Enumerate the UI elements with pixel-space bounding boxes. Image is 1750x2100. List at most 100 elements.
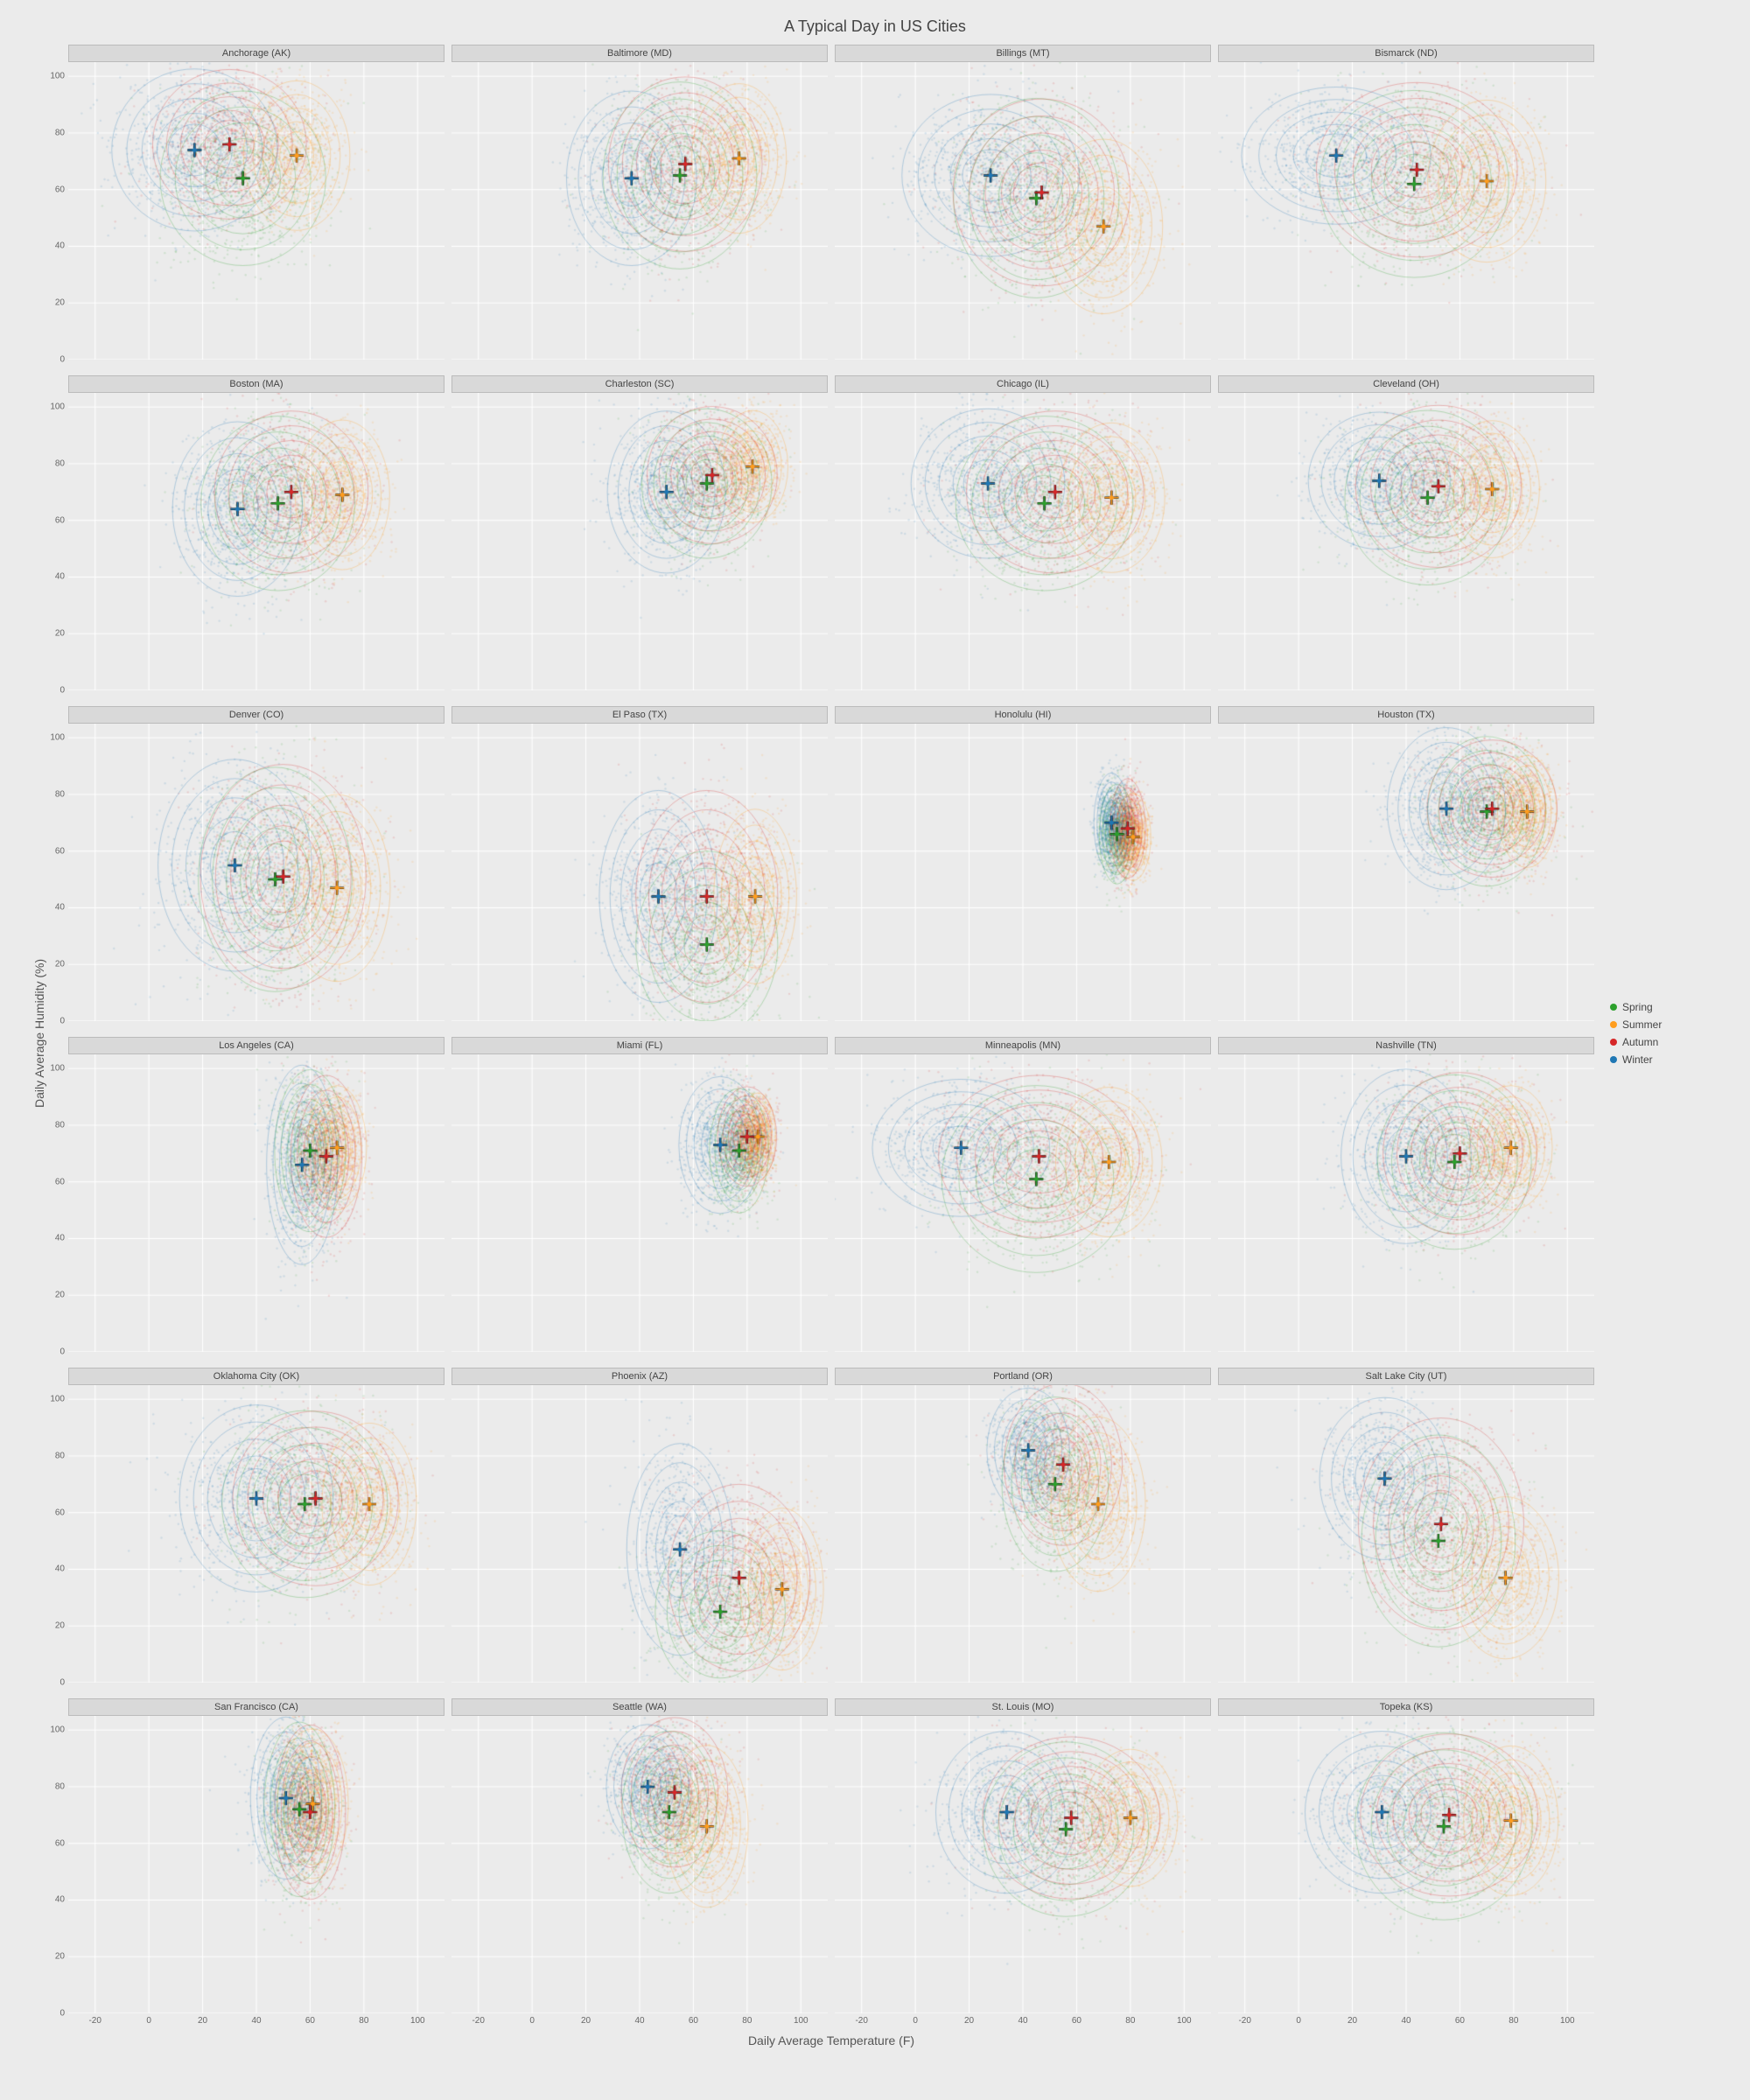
facet-panel: Anchorage (AK)020406080100 <box>68 45 444 368</box>
x-tick-label: -20 <box>1238 2016 1250 2026</box>
plot-area <box>452 1385 828 1683</box>
scatter-canvas <box>452 393 828 690</box>
scatter-canvas <box>1218 724 1594 1021</box>
scatter-canvas <box>68 1054 444 1352</box>
x-tick-label: 60 <box>689 2016 698 2026</box>
facet-panel: Houston (TX) <box>1218 706 1594 1030</box>
facet-panel: Boston (MA)020406080100 <box>68 375 444 699</box>
plot-area: 020406080100 <box>68 724 444 1021</box>
panel-title: Minneapolis (MN) <box>835 1037 1211 1054</box>
x-tick-label: 0 <box>146 2016 151 2026</box>
y-ticks: 020406080100 <box>40 724 66 1021</box>
y-tick-label: 80 <box>55 1782 65 1791</box>
plot-area <box>1218 62 1594 360</box>
x-tick-label: 100 <box>1177 2016 1192 2026</box>
y-tick-label: 60 <box>55 515 65 525</box>
legend-label: Summer <box>1622 1018 1662 1031</box>
x-tick-label: 60 <box>305 2016 315 2026</box>
scatter-canvas <box>1218 1385 1594 1683</box>
scatter-canvas <box>452 1716 828 2013</box>
y-tick-label: 80 <box>55 1120 65 1130</box>
panel-title: San Francisco (CA) <box>68 1698 444 1716</box>
chart-title: A Typical Day in US Cities <box>18 18 1732 36</box>
x-tick-label: -20 <box>472 2016 484 2026</box>
y-tick-label: 0 <box>60 2009 65 2019</box>
scatter-canvas <box>1218 393 1594 690</box>
y-tick-label: 60 <box>55 1838 65 1848</box>
facet-panel: Miami (FL) <box>452 1037 828 1361</box>
x-tick-label: 40 <box>1018 2016 1027 2026</box>
facet-panel: Charleston (SC) <box>452 375 828 699</box>
x-tick-label: 60 <box>1072 2016 1082 2026</box>
x-ticks: -20020406080100 <box>452 2016 828 2029</box>
panel-title: Houston (TX) <box>1218 706 1594 724</box>
x-tick-label: 40 <box>634 2016 644 2026</box>
legend-item: Summer <box>1610 1018 1741 1031</box>
scatter-canvas <box>68 1385 444 1683</box>
y-tick-label: 80 <box>55 1451 65 1460</box>
facet-panel: San Francisco (CA)020406080100-200204060… <box>68 1698 444 2022</box>
x-tick-label: 0 <box>913 2016 918 2026</box>
x-axis-label: Daily Average Temperature (F) <box>68 2029 1594 2064</box>
facet-panel: Phoenix (AZ) <box>452 1368 828 1691</box>
x-tick-label: 80 <box>1125 2016 1135 2026</box>
y-tick-label: 80 <box>55 128 65 137</box>
panel-title: Portland (OR) <box>835 1368 1211 1385</box>
x-ticks: -20020406080100 <box>1218 2016 1594 2029</box>
scatter-canvas <box>1218 62 1594 360</box>
panel-title: Seattle (WA) <box>452 1698 828 1716</box>
y-ticks: 020406080100 <box>40 393 66 690</box>
plot-area: -20020406080100 <box>452 1716 828 2013</box>
y-tick-label: 40 <box>55 242 65 251</box>
x-tick-label: 20 <box>198 2016 207 2026</box>
y-tick-label: 20 <box>55 1952 65 1962</box>
facet-panel: Billings (MT) <box>835 45 1211 368</box>
x-tick-label: 80 <box>742 2016 752 2026</box>
scatter-canvas <box>835 724 1211 1021</box>
facet-panel: Los Angeles (CA)020406080100 <box>68 1037 444 1361</box>
panel-title: Phoenix (AZ) <box>452 1368 828 1385</box>
plot-area <box>1218 1054 1594 1352</box>
facet-panel: Nashville (TN) <box>1218 1037 1594 1361</box>
x-tick-label: 20 <box>1348 2016 1357 2026</box>
plot-area <box>835 62 1211 360</box>
x-tick-label: -20 <box>855 2016 867 2026</box>
legend-dot-icon <box>1610 1021 1617 1028</box>
scatter-canvas <box>452 1054 828 1352</box>
facet-panel: Portland (OR) <box>835 1368 1211 1691</box>
scatter-canvas <box>1218 1054 1594 1352</box>
scatter-canvas <box>68 62 444 360</box>
panel-title: Boston (MA) <box>68 375 444 393</box>
y-tick-label: 40 <box>55 572 65 582</box>
facet-panel: Cleveland (OH) <box>1218 375 1594 699</box>
y-tick-label: 100 <box>50 1064 65 1074</box>
y-tick-label: 40 <box>55 903 65 913</box>
y-tick-label: 0 <box>60 1348 65 1357</box>
scatter-canvas <box>835 1716 1211 2013</box>
panel-title: Cleveland (OH) <box>1218 375 1594 393</box>
x-tick-label: 60 <box>1455 2016 1465 2026</box>
y-tick-label: 60 <box>55 846 65 856</box>
legend: SpringSummerAutumnWinter <box>1601 45 1741 2022</box>
y-tick-label: 80 <box>55 789 65 799</box>
panel-title: El Paso (TX) <box>452 706 828 724</box>
plot-area: -20020406080100 <box>835 1716 1211 2013</box>
panel-title: Charleston (SC) <box>452 375 828 393</box>
y-tick-label: 80 <box>55 458 65 468</box>
y-tick-label: 0 <box>60 355 65 365</box>
plot-area: 020406080100-20020406080100 <box>68 1716 444 2013</box>
plot-area <box>835 1385 1211 1683</box>
y-tick-label: 60 <box>55 1508 65 1517</box>
x-tick-label: 40 <box>1401 2016 1410 2026</box>
plot-area <box>1218 393 1594 690</box>
facet-panel: El Paso (TX) <box>452 706 828 1030</box>
panel-title: Billings (MT) <box>835 45 1211 62</box>
y-tick-label: 100 <box>50 1395 65 1404</box>
y-tick-label: 20 <box>55 298 65 308</box>
legend-dot-icon <box>1610 1039 1617 1046</box>
plot-area: 020406080100 <box>68 1054 444 1352</box>
y-tick-label: 20 <box>55 1291 65 1300</box>
plot-area <box>835 724 1211 1021</box>
y-ticks: 020406080100 <box>40 62 66 360</box>
y-tick-label: 100 <box>50 72 65 81</box>
